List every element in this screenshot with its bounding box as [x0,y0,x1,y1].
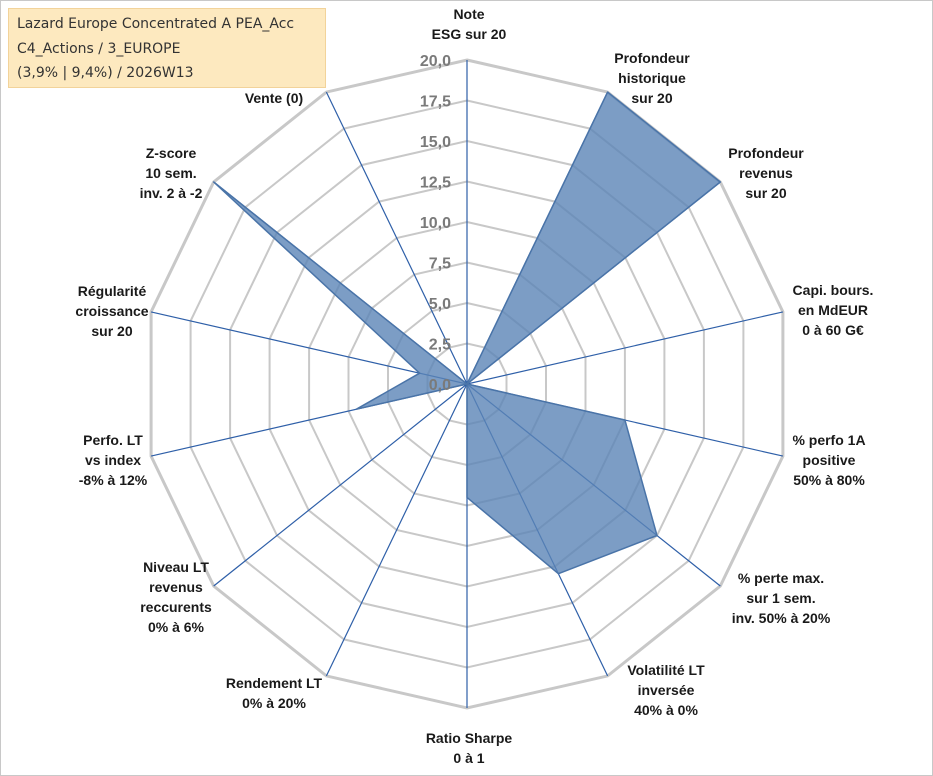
axis-label-line: Vente (0) [245,90,303,106]
axis-label-line: Profondeur [614,50,690,66]
axis-label-line: Note [453,6,484,22]
axis-label-line: Profondeur [728,145,804,161]
fund-name: Lazard Europe Concentrated A PEA_Acc [17,16,295,32]
axis-label-line: inv. 2 à -2 [140,185,203,201]
axis-label-line: 40% à 0% [634,702,698,718]
axis-label: Profondeur historique sur 20 [614,50,690,106]
axis-label-line: Niveau LT [143,559,209,575]
axis-label-line: Rendement LT [226,675,323,691]
axis-label-line: % perte max. [738,570,824,586]
axis-spoke [150,311,468,385]
axis-label-line: vs index [85,452,141,468]
tick-label: 10,0 [420,215,451,232]
axis-label-line: sur 1 sem. [746,590,815,606]
axis-label: Ratio Sharpe 0 à 1 [426,730,513,766]
tick-label: 0,0 [429,377,451,394]
axis-label: Profondeur revenus sur 20 [728,145,804,201]
axis-label-line: Régularité [78,283,147,299]
axis-label: Perfo. LT vs index -8% à 12% [79,432,148,488]
fund-category: C4_Actions / 3_EUROPE [17,41,181,57]
axis-label-line: 10 sem. [145,165,196,181]
axis-label-line: reccurents [140,599,212,615]
axis-label: Note ESG sur 20 [432,6,507,42]
axis-label: % perfo 1A positive 50% à 80% [792,432,865,488]
tick-label: 15,0 [420,134,451,151]
axis-label-line: Ratio Sharpe [426,730,513,746]
axis-label-line: Perfo. LT [83,432,143,448]
axis-spoke [213,383,468,587]
axis-label-line: ESG sur 20 [432,26,507,42]
axis-label-line: 0% à 6% [148,619,205,635]
axis-label-line: sur 20 [745,185,786,201]
tick-label: 20,0 [420,53,451,70]
axis-spoke [466,311,784,385]
axis-label-line: revenus [149,579,203,595]
axis-label-line: -8% à 12% [79,472,148,488]
axis-label-line: sur 20 [91,323,132,339]
axis-label-line: % perfo 1A [792,432,865,448]
axis-label-line: en MdEUR [798,302,868,318]
axis-label-line: sur 20 [631,90,672,106]
axis-label-line: 0 à 1 [453,750,484,766]
axis-label: % perte max. sur 1 sem. inv. 50% à 20% [732,570,831,626]
series-area [212,91,722,575]
axis-label-line: revenus [739,165,793,181]
axis-label-line: inversée [638,682,695,698]
axis-label: Régularité croissance sur 20 [75,283,148,339]
axis-label-line: Capi. bours. [793,282,874,298]
axis-label-line: historique [618,70,686,86]
fund-info-box: Lazard Europe Concentrated A PEA_Acc C4_… [8,8,326,88]
axis-spoke [325,91,468,385]
tick-label: 12,5 [420,175,451,192]
tick-label: 5,0 [429,296,451,313]
axis-label-line: 0 à 60 G€ [802,322,864,338]
axis-label: Capi. bours. en MdEUR 0 à 60 G€ [793,282,874,338]
axis-label-line: Z-score [146,145,197,161]
axis-spoke [325,383,468,677]
axis-label-line: 0% à 20% [242,695,306,711]
axis-label: Niveau LT revenus reccurents 0% à 6% [140,559,212,635]
axis-label: Z-score 10 sem. inv. 2 à -2 [140,145,203,201]
tick-label: 7,5 [429,256,451,273]
tick-labels: 0,0 2,5 5,0 7,5 10,0 12,5 15,0 17,5 20,0 [420,53,451,394]
axis-label-line: inv. 50% à 20% [732,610,831,626]
axis-label-line: 50% à 80% [793,472,865,488]
axis-label-line: Volatilité LT [627,662,705,678]
tick-label: 2,5 [429,337,451,354]
axis-label-line: positive [803,452,856,468]
data-area [212,91,722,575]
tick-label: 17,5 [420,94,451,111]
axis-label-line: croissance [75,303,148,319]
fund-stats: (3,9% | 9,4%) / 2026W13 [17,65,194,81]
axis-labels: Note ESG sur 20 Profondeur historique sur 20… [75,6,873,766]
axis-label: Rendement LT 0% à 20% [226,675,323,711]
axis-label: Volatilité LT inversée 40% à 0% [627,662,705,718]
